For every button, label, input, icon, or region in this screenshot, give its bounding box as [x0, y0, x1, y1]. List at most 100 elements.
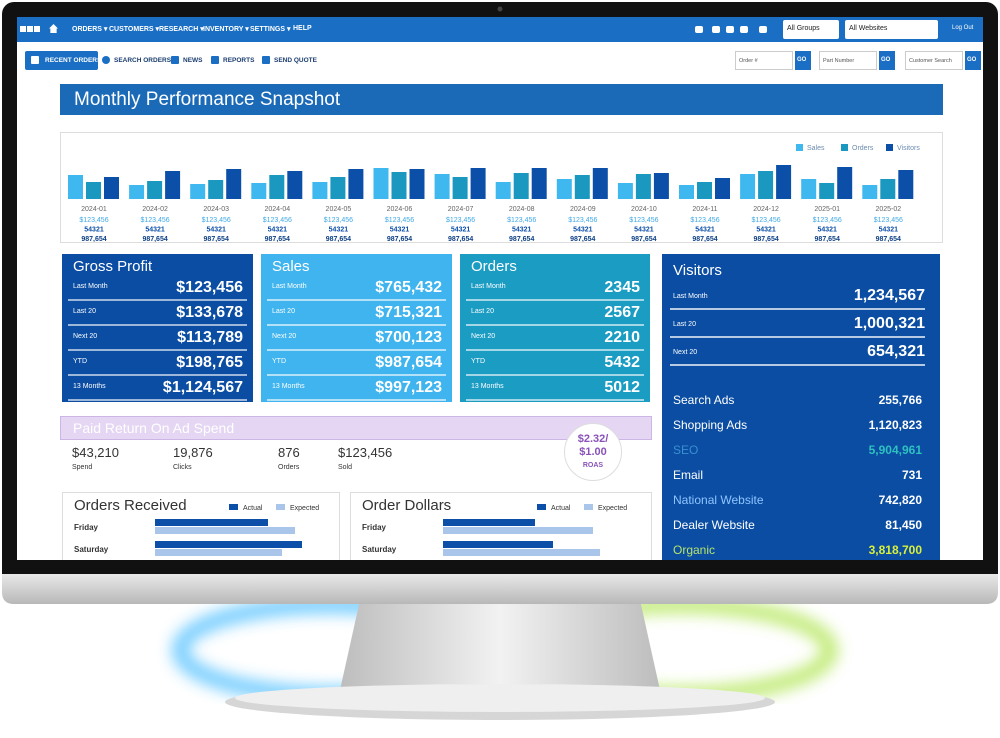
row-value: $198,765 [176, 354, 243, 371]
nav-icon[interactable] [695, 26, 703, 33]
month-figure: 987,654 [815, 236, 840, 242]
month-figure: 54321 [329, 226, 349, 233]
logo-square [27, 26, 33, 32]
roas-strip: Paid Return On Ad Spend [60, 416, 652, 440]
logo-square [34, 26, 40, 32]
visitors-card: Visitors Last Month 1,234,567 Last 20 1,000,… [662, 254, 940, 560]
row-value: 1,234,567 [853, 287, 925, 304]
month-figure: 987,654 [448, 236, 473, 242]
card-row: 13 Months 5012 [466, 376, 644, 401]
row-value: $997,123 [375, 379, 442, 396]
home-icon[interactable] [49, 24, 58, 33]
menu-item[interactable]: INVENTORY ▾ [203, 26, 249, 33]
hbar-chart: Actual Expected Friday Saturday [362, 504, 627, 556]
month-figure: $123,456 [874, 217, 903, 224]
toolbar-button[interactable]: REPORTS [210, 51, 254, 70]
month-figure: 987,654 [876, 236, 901, 242]
bar [801, 179, 817, 199]
bar [470, 168, 486, 199]
row-label: Last Month [673, 293, 708, 300]
stat-value: $43,210 [72, 445, 119, 460]
row-label: Last 20 [73, 308, 96, 315]
menu-item[interactable]: ORDERS ▾ [72, 26, 108, 33]
menu-item[interactable]: SETTINGS ▾ [250, 26, 291, 33]
row-label: Last 20 [471, 308, 494, 315]
menu-item[interactable]: RESEARCH ▾ [159, 26, 204, 33]
month-figure: 54321 [817, 226, 837, 233]
month-figure: 987,654 [81, 236, 106, 242]
bar [391, 172, 407, 199]
hbar-panel: Orders Received Actual Expected Friday Satur… [62, 492, 340, 560]
search-input[interactable]: Part Number [819, 51, 877, 70]
source-value: 3,818,700 [868, 543, 922, 557]
source-label: SEO [673, 443, 699, 457]
bar [758, 171, 774, 199]
x-tick-label: 2024-10 [631, 206, 657, 213]
go-button[interactable]: GO [795, 51, 811, 70]
row-label: YTD [73, 358, 87, 365]
nav-icon[interactable] [712, 26, 720, 33]
row-label: Last Month [471, 283, 506, 290]
menu-item[interactable]: HELP [293, 25, 312, 32]
month-figure: 54321 [512, 226, 532, 233]
stat-label: Orders [278, 464, 300, 471]
search-input[interactable]: Order # [735, 51, 793, 70]
go-button[interactable]: GO [965, 51, 981, 70]
bar [898, 170, 914, 199]
row-value: $715,321 [375, 304, 442, 321]
legend-label: Orders [852, 145, 874, 152]
legend-label: Expected [598, 505, 627, 512]
roas-ratio: $2.32/ [577, 433, 609, 445]
row-value: $700,123 [375, 329, 442, 346]
nav-icon[interactable] [759, 26, 767, 33]
month-figure: 54321 [390, 226, 410, 233]
group-select[interactable]: All Groups [783, 20, 839, 39]
row-label: Next 20 [471, 333, 496, 340]
nav-icon[interactable] [726, 26, 734, 33]
nav-bar: ORDERS ▾ CUSTOMERS ▾ RESEARCH ▾ INVENTORY ▾… [17, 17, 983, 42]
row-label: Next 20 [272, 333, 297, 340]
bar [330, 177, 346, 199]
legend-swatch [886, 144, 893, 151]
month-figure: 987,654 [692, 236, 717, 242]
roas-ratio: $1.00 [579, 446, 607, 458]
legend-swatch [841, 144, 848, 151]
month-figure: $123,456 [385, 217, 414, 224]
row-label: Next 20 [73, 333, 98, 340]
bar [635, 174, 651, 199]
month-figure: 54321 [695, 226, 715, 233]
row-value: $1,124,567 [162, 379, 243, 396]
menu-item[interactable]: CUSTOMERS ▾ [109, 26, 160, 33]
legend-swatch [796, 144, 803, 151]
month-figure: 987,654 [204, 236, 229, 242]
search-input[interactable]: Customer Search [905, 51, 963, 70]
bar [443, 541, 553, 548]
y-tick-label: Friday [362, 523, 387, 532]
toolbar-button[interactable]: SEND QUOTE [261, 51, 321, 70]
toolbar-button[interactable]: SEARCH ORDERS [101, 51, 171, 70]
row-value: 1,000,321 [853, 315, 925, 332]
card-row: Last 20 2567 [466, 301, 644, 326]
bar [443, 549, 600, 556]
month-figure: 54321 [756, 226, 776, 233]
row-label: Last 20 [673, 321, 696, 328]
bar [155, 519, 268, 526]
month-figure: $123,456 [324, 217, 353, 224]
card-row: Next 20 $113,789 [68, 326, 247, 351]
go-button[interactable]: GO [879, 51, 895, 70]
month-figure: $123,456 [263, 217, 292, 224]
bar [495, 182, 511, 199]
card-row: Last 20 $715,321 [267, 301, 446, 326]
nav-icon[interactable] [740, 26, 748, 33]
card-title: Orders [471, 258, 517, 275]
website-select[interactable]: All Websites [845, 20, 938, 39]
bar [513, 173, 529, 199]
logout[interactable]: Log Out [952, 25, 974, 31]
x-tick-label: 2024-05 [326, 206, 352, 213]
legend-label: Sales [807, 145, 825, 152]
row-value: 654,321 [867, 343, 925, 360]
toolbar-button[interactable]: NEWS [170, 51, 205, 70]
month-figure: $123,456 [140, 217, 169, 224]
toolbar-button[interactable]: RECENT ORDERS [25, 51, 101, 70]
